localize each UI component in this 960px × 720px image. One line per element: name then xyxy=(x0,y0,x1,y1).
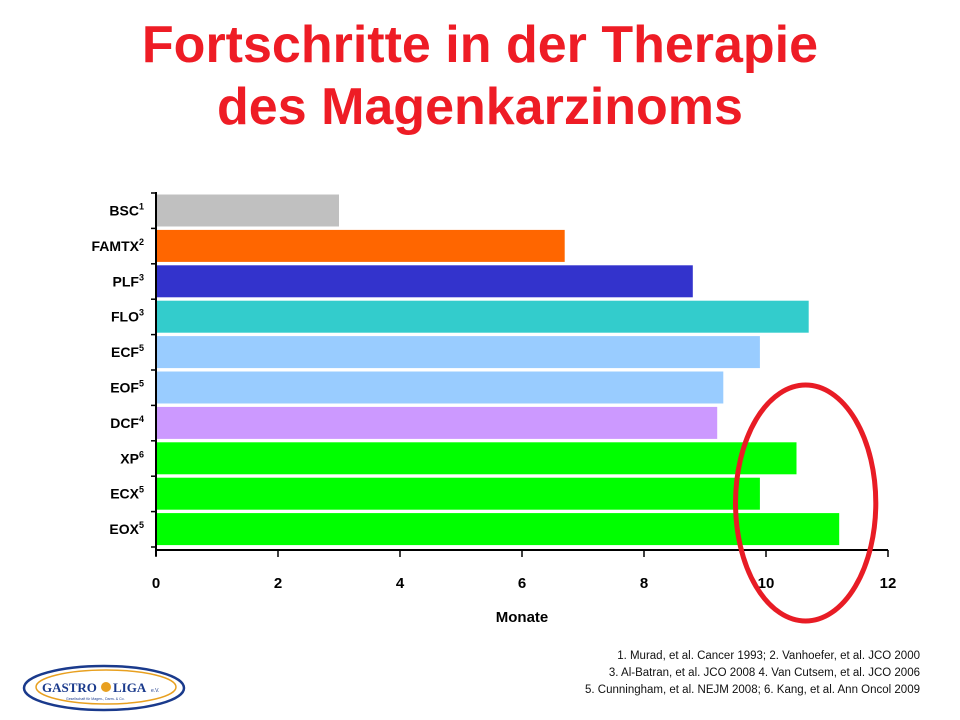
x-tick-label-4: 4 xyxy=(396,575,405,592)
bar-ecf xyxy=(157,336,760,369)
highlight-ellipse xyxy=(733,382,879,624)
title-line-2: des Magenkarzinoms xyxy=(217,78,743,136)
category-label-ecx: ECX5 xyxy=(110,485,144,502)
title-line-1: Fortschritte in der Therapie xyxy=(141,16,819,74)
gastroliga-logo: GASTRO LIGA e.V. Gesellschaft für Magen-… xyxy=(22,664,186,712)
category-label-flo: FLO3 xyxy=(111,308,144,325)
category-label-xp: XP6 xyxy=(120,449,144,466)
logo-text-suffix: e.V. xyxy=(151,688,159,694)
page-title: Fortschritte in der Therapie des Magenka… xyxy=(0,14,960,138)
bar-flo xyxy=(157,300,809,333)
logo-text-second: LIGA xyxy=(113,680,147,695)
bar-xp xyxy=(157,442,797,475)
logo-swoosh-inner xyxy=(35,669,177,705)
logo-tagline: Gesellschaft für Magen-, Darm- & Co. xyxy=(66,697,125,701)
x-tick-label-2: 2 xyxy=(274,575,282,592)
bar-eox xyxy=(157,513,840,546)
category-label-eox: EOX5 xyxy=(109,520,144,537)
logo-text-main: GASTRO xyxy=(42,680,97,695)
logo-swoosh-outer xyxy=(22,664,186,712)
category-label-plf: PLF3 xyxy=(113,272,144,289)
bar-eof xyxy=(157,371,724,404)
bar-ecx xyxy=(157,477,760,510)
reference-line-3: 5. Cunningham, et al. NEJM 2008; 6. Kang… xyxy=(585,684,920,696)
x-tick-label-6: 6 xyxy=(518,575,526,592)
x-tick-label-8: 8 xyxy=(640,575,648,592)
bar-plf xyxy=(157,265,693,298)
bar-bsc xyxy=(157,194,339,227)
category-label-dcf: DCF4 xyxy=(110,414,144,431)
category-label-ecf: ECF5 xyxy=(111,343,144,360)
reference-line-1: 1. Murad, et al. Cancer 1993; 2. Vanhoef… xyxy=(617,650,920,662)
logo-ball-icon xyxy=(101,682,111,692)
references: 1. Murad, et al. Cancer 1993; 2. Vanhoef… xyxy=(480,648,920,699)
bar-dcf xyxy=(157,406,718,439)
x-tick-label-10: 10 xyxy=(758,575,775,592)
category-label-eof: EOF5 xyxy=(110,379,144,396)
reference-line-2: 3. Al-Batran, et al. JCO 2008 4. Van Cut… xyxy=(608,667,920,679)
x-tick-label-0: 0 xyxy=(152,575,160,592)
category-label-bsc: BSC1 xyxy=(109,202,144,219)
category-label-famtx: FAMTX2 xyxy=(92,237,144,254)
x-tick-label-12: 12 xyxy=(880,575,897,592)
x-axis-label: Monate xyxy=(496,609,549,626)
bar-famtx xyxy=(157,229,565,262)
